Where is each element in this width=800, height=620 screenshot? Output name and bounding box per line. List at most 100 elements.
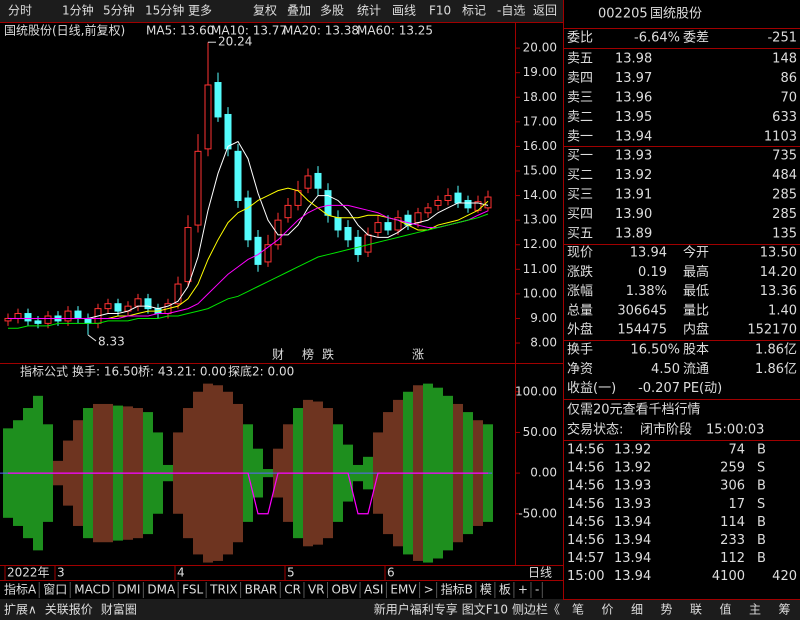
- trade-time: 14:56: [567, 515, 604, 530]
- trade-price: 13.93: [614, 479, 651, 494]
- status-button[interactable]: 财富圈: [101, 602, 137, 617]
- trade-side: B: [757, 443, 766, 458]
- indicator-tab[interactable]: 指标A: [4, 582, 37, 597]
- indicator-tab[interactable]: ASI: [364, 583, 383, 597]
- status-button[interactable]: 关联报价: [45, 602, 93, 617]
- side-tab[interactable]: 价: [601, 603, 613, 617]
- stat-label: 现价: [567, 246, 593, 261]
- toolbar-button[interactable]: 15分钟: [145, 3, 184, 18]
- stat-label: 今开: [683, 245, 709, 261]
- toolbar-button[interactable]: 画线: [392, 4, 416, 18]
- candle-body: [284, 204, 292, 219]
- x-tick-label: 5: [287, 566, 295, 580]
- event-marker[interactable]: 榜: [302, 347, 314, 362]
- order-volume: 135: [772, 227, 797, 242]
- indicator-tab[interactable]: -: [535, 583, 539, 597]
- side-tab[interactable]: 细: [631, 603, 643, 617]
- side-tab[interactable]: 主: [749, 603, 761, 617]
- trade-time: 14:56: [567, 443, 604, 458]
- indicator-tab[interactable]: 指标B: [441, 582, 473, 597]
- side-tab[interactable]: 笔: [572, 602, 584, 617]
- status-button[interactable]: 新用户福利专享: [374, 602, 458, 617]
- indicator-tab[interactable]: +: [518, 583, 528, 597]
- trade-volume: 306: [720, 479, 745, 494]
- toolbar-button[interactable]: 返回: [533, 4, 557, 18]
- stat-label: 流通: [683, 362, 709, 377]
- indicator-tab[interactable]: >: [424, 583, 434, 597]
- toolbar-button[interactable]: F10: [429, 4, 451, 18]
- indicator-title[interactable]: 指标公式: [20, 364, 68, 379]
- indicator-tab[interactable]: 模: [480, 583, 492, 597]
- trade-volume: 4100: [712, 569, 745, 584]
- candle-body: [344, 227, 352, 241]
- trade-price: 13.92: [614, 443, 651, 458]
- indicator-tab[interactable]: MACD: [74, 583, 110, 597]
- candle-body: [104, 303, 112, 310]
- side-tab[interactable]: 值: [719, 602, 731, 617]
- candle-body: [44, 315, 52, 324]
- event-marker[interactable]: 涨: [412, 347, 424, 362]
- stat-value: 13.94: [630, 246, 667, 261]
- x-tick-label: 3: [57, 566, 65, 580]
- candle-body: [424, 207, 432, 214]
- order-level: 买四: [567, 207, 593, 222]
- indicator-tab[interactable]: VR: [308, 583, 325, 597]
- stat-value: 13.50: [760, 246, 797, 261]
- legend-entry: 换手: 16.50: [72, 365, 138, 379]
- toolbar-button[interactable]: 5分钟: [103, 3, 135, 18]
- indicator-tab[interactable]: FSL: [182, 583, 203, 597]
- order-level: 买三: [567, 188, 593, 203]
- status-button[interactable]: 扩展∧: [4, 603, 37, 617]
- order-price: 13.91: [615, 188, 652, 203]
- order-price: 13.94: [615, 130, 652, 145]
- stat-label: 涨幅: [567, 284, 593, 299]
- status-button[interactable]: 侧边栏《: [512, 602, 560, 617]
- candle-body: [454, 192, 462, 204]
- trade-price: 13.94: [614, 551, 651, 566]
- toolbar-button[interactable]: 叠加: [287, 4, 311, 18]
- toolbar-button[interactable]: -自选: [497, 4, 525, 18]
- toolbar-button[interactable]: 复权: [253, 4, 277, 18]
- toolbar-button[interactable]: 多股: [320, 4, 344, 18]
- legend-entry: MA10: 13.77: [211, 24, 287, 38]
- order-volume: 735: [772, 149, 797, 164]
- promo-link[interactable]: 仅需20元查看千档行情: [567, 402, 701, 418]
- y-tick-label: -50.00: [518, 506, 557, 520]
- status-button[interactable]: 图文F10: [462, 602, 508, 617]
- indicator-tab[interactable]: BRAR: [245, 583, 278, 597]
- toolbar-button[interactable]: 1分钟: [62, 3, 94, 18]
- period-label[interactable]: 日线: [528, 566, 552, 580]
- stat-value: 16.50%: [630, 343, 680, 358]
- side-tab[interactable]: 势: [660, 603, 672, 617]
- candle-body: [464, 199, 472, 209]
- indicator-tab[interactable]: CR: [284, 583, 301, 597]
- trade-price: 13.94: [614, 533, 651, 548]
- toolbar-button[interactable]: 统计: [357, 4, 381, 18]
- candle-body: [354, 236, 362, 256]
- indicator-tab[interactable]: OBV: [332, 583, 358, 597]
- candle-body: [14, 313, 22, 319]
- side-tab[interactable]: 筹: [778, 603, 790, 617]
- stat-label: 内盘: [683, 322, 709, 338]
- indicator-tab[interactable]: 板: [499, 583, 511, 597]
- candle-body: [134, 298, 142, 307]
- candle-body: [304, 175, 312, 189]
- ma-line: [8, 204, 489, 319]
- event-marker[interactable]: 跌: [322, 347, 334, 362]
- indicator-tab[interactable]: TRIX: [209, 583, 237, 597]
- order-price: 13.93: [615, 149, 652, 164]
- toolbar-button[interactable]: 更多: [188, 4, 212, 18]
- y-tick-label: 15.00: [523, 163, 557, 177]
- indicator-tab[interactable]: 窗口: [43, 583, 67, 597]
- toolbar-button[interactable]: 标记: [462, 4, 486, 18]
- indicator-tab[interactable]: EMV: [390, 583, 417, 597]
- candle-body: [414, 212, 422, 224]
- indicator-tab[interactable]: DMI: [117, 583, 140, 597]
- toolbar-button[interactable]: 分时: [8, 4, 32, 18]
- side-tab[interactable]: 联: [690, 603, 702, 617]
- event-marker[interactable]: 财: [272, 348, 284, 362]
- stat-label: 换手: [567, 343, 593, 358]
- indicator-tab[interactable]: DMA: [147, 583, 176, 597]
- order-level: 买一: [567, 149, 593, 164]
